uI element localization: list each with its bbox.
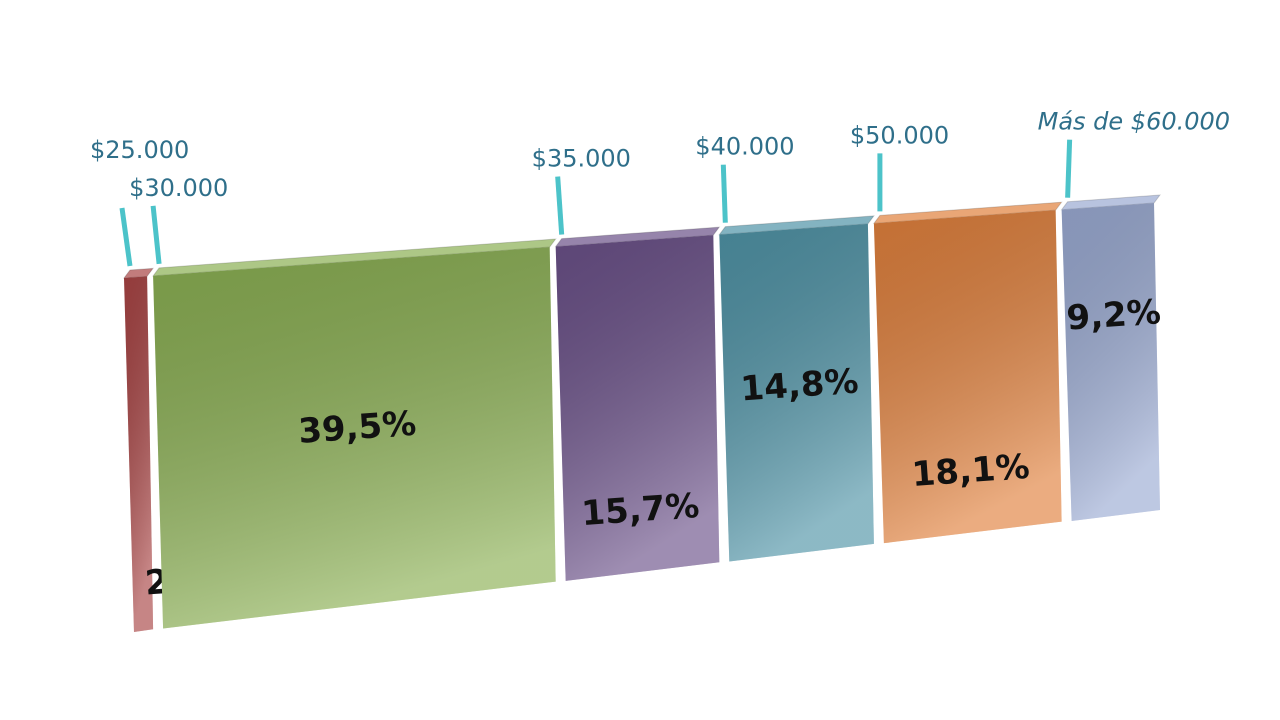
value-label: 18,1% — [910, 447, 1030, 495]
boundary-tick — [1065, 139, 1073, 198]
value-label: 14,8% — [739, 361, 859, 409]
bar-shade — [719, 223, 874, 562]
category-label: $50.000 — [850, 121, 949, 149]
boundary-tick — [555, 176, 565, 235]
bar-shade — [555, 235, 720, 581]
bar-shade — [124, 276, 154, 632]
bar-shade — [153, 247, 556, 629]
bar-shade — [873, 210, 1062, 544]
value-label: 15,7% — [580, 486, 700, 534]
category-label: $35.000 — [532, 145, 631, 173]
category-label: $25.000 — [90, 136, 189, 164]
boundary-tick — [150, 205, 162, 265]
value-label: 39,5% — [297, 404, 417, 452]
category-label: Más de $60.000 — [1038, 108, 1230, 136]
bar-shade — [1061, 203, 1160, 521]
category-label: $40.000 — [695, 133, 794, 161]
category-label: $30.000 — [129, 174, 228, 202]
value-label: 9,2% — [1065, 292, 1162, 338]
boundary-tick — [119, 207, 133, 267]
boundary-tick — [720, 164, 728, 223]
bar-top — [122, 267, 155, 279]
